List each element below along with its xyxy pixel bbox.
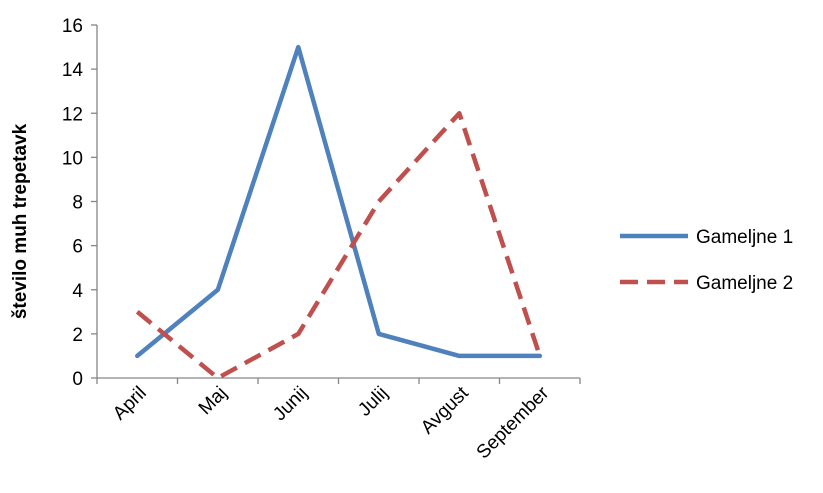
y-tick-label: 12 [62, 104, 83, 125]
x-tick-label: September [473, 382, 554, 463]
y-tick-label: 4 [72, 281, 83, 302]
x-tick-label: Julij [354, 383, 392, 421]
y-tick-label: 2 [72, 325, 83, 346]
y-tick-label: 8 [72, 193, 83, 214]
y-tick-label: 14 [62, 60, 84, 81]
x-tick-label: April [109, 383, 151, 425]
series-line-1 [135, 44, 543, 359]
legend-label: Gameljne 2 [696, 273, 793, 294]
axes [96, 25, 580, 379]
legend: Gameljne 1 Gameljne 2 [620, 227, 793, 294]
x-tick-label: Maj [195, 383, 232, 420]
x-tick-label: Junij [269, 383, 311, 425]
y-axis-title: število muh trepetavk [10, 123, 31, 319]
legend-label: Gameljne 1 [696, 227, 793, 248]
x-tick-label: Avgust [417, 382, 473, 438]
y-tick-label: 6 [72, 237, 83, 258]
y-tick-label: 16 [62, 16, 83, 37]
series-lines [135, 44, 543, 381]
y-tick-label: 0 [72, 369, 83, 390]
series-line-2 [135, 111, 542, 381]
y-tick-label: 10 [62, 148, 83, 169]
